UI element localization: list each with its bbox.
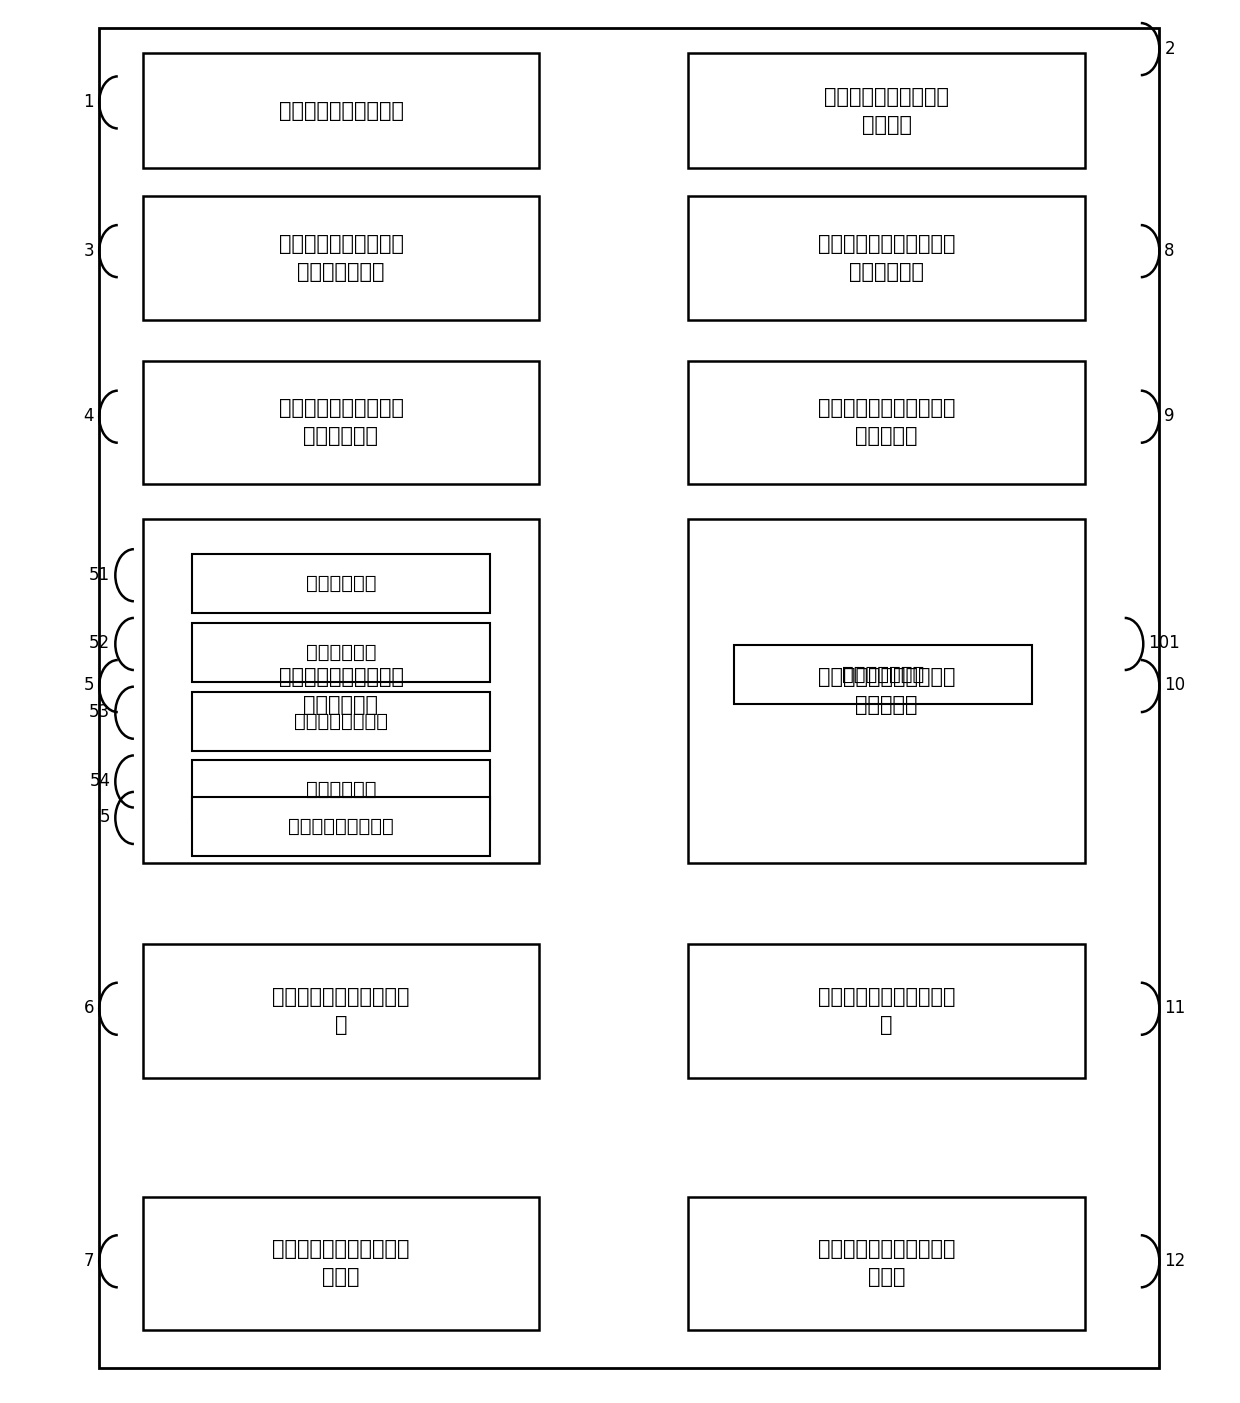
Text: 8: 8 — [1164, 241, 1174, 260]
Bar — [143, 944, 539, 1078]
Text: 1: 1 — [83, 93, 94, 111]
Bar — [192, 797, 490, 856]
Text: 52: 52 — [89, 634, 110, 652]
Bar — [143, 361, 539, 484]
Text: 第二参数设定模式遥控器
信号接入单元: 第二参数设定模式遥控器 信号接入单元 — [818, 234, 955, 282]
Text: 53: 53 — [89, 703, 110, 721]
Bar — [688, 196, 1085, 320]
Bar — [143, 1197, 539, 1330]
Text: 10: 10 — [1164, 676, 1185, 694]
Bar — [734, 645, 1032, 704]
Text: 参数设定模式预设单元: 参数设定模式预设单元 — [279, 101, 403, 121]
Text: 第二参数设定模式设定项
目选择单元: 第二参数设定模式设定项 目选择单元 — [818, 398, 955, 446]
Bar — [99, 28, 1159, 1368]
Text: 6: 6 — [84, 999, 94, 1017]
Text: 5: 5 — [84, 676, 94, 694]
Text: 101: 101 — [1148, 634, 1180, 652]
Text: 51: 51 — [89, 565, 110, 584]
Text: 定时功能设置模块: 定时功能设置模块 — [294, 711, 388, 731]
Bar — [143, 519, 539, 863]
Text: 5: 5 — [100, 808, 110, 826]
Text: 第一参数设定模式遍历单
元: 第一参数设定模式遍历单 元 — [273, 986, 409, 1035]
Bar — [688, 944, 1085, 1078]
Bar — [688, 361, 1085, 484]
Bar — [192, 692, 490, 751]
Bar — [143, 196, 539, 320]
Text: 12: 12 — [1164, 1251, 1185, 1270]
Text: 第一参数设定模式遥控
器信号接入单元: 第一参数设定模式遥控 器信号接入单元 — [279, 234, 403, 282]
Text: 第一参数设定模式设定
项目设定单元: 第一参数设定模式设定 项目设定单元 — [279, 666, 403, 716]
Bar — [192, 554, 490, 613]
Text: 11: 11 — [1164, 999, 1185, 1017]
Text: 第二参数设定模式遍历单
元: 第二参数设定模式遍历单 元 — [818, 986, 955, 1035]
Text: 第一参数设定模式设定
项目选择单元: 第一参数设定模式设定 项目选择单元 — [279, 398, 403, 446]
Bar — [143, 53, 539, 168]
Text: 9: 9 — [1164, 407, 1174, 425]
Text: 升数设置模块: 升数设置模块 — [306, 780, 376, 800]
Text: 主基板拨位键按键方式
判断单元: 主基板拨位键按键方式 判断单元 — [825, 87, 949, 135]
Text: 4: 4 — [84, 407, 94, 425]
Text: 7: 7 — [84, 1251, 94, 1270]
Bar — [688, 1197, 1085, 1330]
Text: 第二参数设定模式设定项
目设定单元: 第二参数设定模式设定项 目设定单元 — [818, 666, 955, 716]
Text: 燃烧值设置模块: 燃烧值设置模块 — [842, 665, 924, 685]
Text: 气源设置模块: 气源设置模块 — [306, 574, 376, 593]
Bar — [688, 519, 1085, 863]
Bar — [688, 53, 1085, 168]
Text: 太阳能功能设置模块: 太阳能功能设置模块 — [288, 817, 394, 836]
Bar — [192, 760, 490, 819]
Bar — [192, 623, 490, 682]
Text: 第一参数设定模式设置保
存单元: 第一参数设定模式设置保 存单元 — [273, 1239, 409, 1288]
Text: 2: 2 — [1164, 39, 1176, 58]
Text: 规格设置模块: 规格设置模块 — [306, 643, 376, 662]
Text: 3: 3 — [83, 241, 94, 260]
Text: 第二参数设定模式设置保
存单元: 第二参数设定模式设置保 存单元 — [818, 1239, 955, 1288]
Text: 54: 54 — [89, 772, 110, 790]
